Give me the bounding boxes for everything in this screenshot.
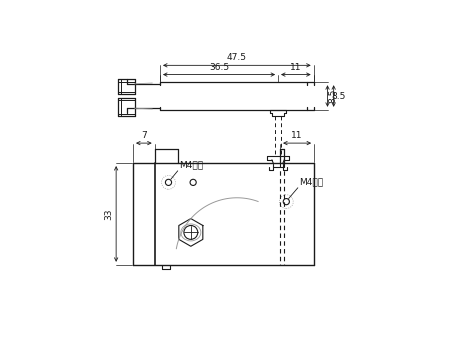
Text: 7: 7 (141, 131, 147, 140)
Text: 8.5: 8.5 (331, 92, 346, 101)
Text: 8.5: 8.5 (329, 89, 337, 103)
Text: 11: 11 (291, 131, 303, 140)
Text: 47.5: 47.5 (227, 53, 247, 62)
Text: 33: 33 (104, 208, 113, 220)
Text: M4サラ: M4サラ (299, 177, 323, 186)
Text: 11: 11 (290, 63, 302, 72)
Text: M4サラ: M4サラ (179, 160, 204, 169)
Text: 36.5: 36.5 (209, 63, 229, 72)
